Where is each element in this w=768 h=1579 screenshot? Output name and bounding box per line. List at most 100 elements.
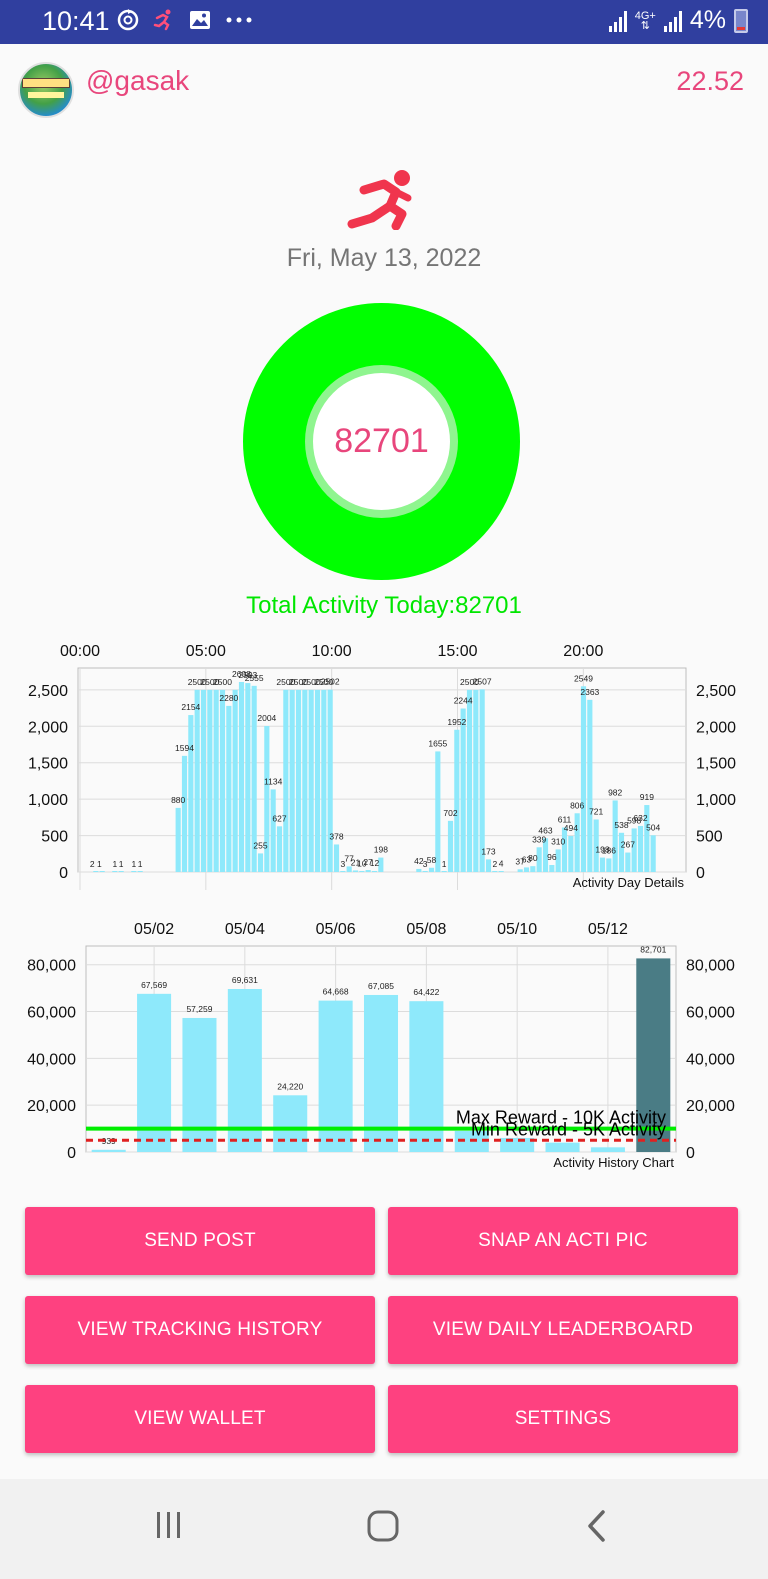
data-label: 538 bbox=[614, 820, 628, 830]
bar bbox=[590, 1147, 625, 1152]
data-label: 982 bbox=[608, 787, 622, 797]
bar bbox=[441, 871, 447, 872]
recent-apps-icon[interactable] bbox=[154, 1509, 184, 1548]
data-label: 2004 bbox=[257, 713, 276, 723]
bar bbox=[371, 871, 378, 872]
bar bbox=[606, 858, 612, 872]
data-label: 880 bbox=[171, 795, 185, 805]
data-label: 2500 bbox=[276, 677, 295, 687]
bar bbox=[644, 805, 650, 872]
bar bbox=[479, 689, 485, 872]
data-label: 2280 bbox=[219, 693, 238, 703]
data-label: 1655 bbox=[428, 738, 447, 748]
bar bbox=[314, 689, 321, 872]
bar bbox=[93, 871, 99, 872]
data-label: 2500 bbox=[200, 677, 219, 687]
y-tick-label-right: 0 bbox=[686, 1145, 695, 1162]
min-reward-label: Min Reward - 5K Activity bbox=[471, 1119, 666, 1139]
bar bbox=[625, 852, 631, 872]
data-label: 58 bbox=[427, 855, 437, 865]
date-label: Fri, May 13, 2022 bbox=[286, 244, 482, 272]
bar bbox=[618, 832, 625, 872]
data-label: 2500 bbox=[314, 677, 333, 687]
bar bbox=[485, 859, 492, 872]
bar bbox=[327, 689, 333, 872]
data-label: 24,220 bbox=[277, 1081, 303, 1091]
y-tick-label: 60,000 bbox=[27, 1005, 76, 1022]
y-tick-label: 2,500 bbox=[28, 683, 68, 700]
bar bbox=[137, 871, 143, 872]
bar bbox=[363, 994, 399, 1152]
bar bbox=[435, 751, 441, 872]
data-label: 2154 bbox=[181, 702, 200, 712]
y-tick-label-right: 20,000 bbox=[686, 1098, 735, 1115]
bar bbox=[530, 866, 536, 872]
data-label: 806 bbox=[570, 800, 584, 810]
bar bbox=[232, 689, 238, 872]
bar bbox=[498, 871, 504, 872]
bar bbox=[340, 871, 346, 872]
y-tick-label-right: 0 bbox=[696, 865, 705, 882]
data-label: 80 bbox=[528, 853, 538, 863]
bar bbox=[112, 871, 118, 872]
activity-history-chart: 0 0 20,000 20,000 40,000 40,000 60,000 60,000 80… bbox=[27, 921, 735, 1170]
snap-acti-pic-button[interactable]: SNAP AN ACTI PIC bbox=[388, 1207, 738, 1275]
view-wallet-button[interactable]: VIEW WALLET bbox=[25, 1385, 375, 1453]
bar bbox=[200, 689, 207, 872]
bar bbox=[118, 871, 124, 872]
bar bbox=[99, 871, 105, 872]
activity-ring: 82701 bbox=[243, 303, 520, 580]
x-tick-label: 05:00 bbox=[186, 643, 226, 660]
data-label: 1952 bbox=[447, 717, 466, 727]
data-label: 198 bbox=[595, 845, 609, 855]
settings-button[interactable]: SETTINGS bbox=[388, 1385, 738, 1453]
bar bbox=[283, 689, 289, 872]
bar bbox=[555, 849, 561, 872]
data-label: 504 bbox=[646, 822, 660, 832]
data-label: 611 bbox=[558, 814, 572, 824]
bar bbox=[131, 871, 137, 872]
x-tick-label: 15:00 bbox=[437, 643, 477, 660]
data-label: 27 bbox=[363, 857, 373, 867]
data-label: 339 bbox=[532, 834, 546, 844]
total-activity-label: Total Activity Today:82701 bbox=[246, 592, 522, 619]
bar bbox=[422, 871, 428, 872]
network-type: 4G+ ⇅ bbox=[634, 9, 656, 32]
bar bbox=[593, 819, 599, 872]
back-icon[interactable] bbox=[582, 1509, 612, 1548]
y-tick-label: 1,500 bbox=[28, 756, 68, 773]
y-tick-label: 20,000 bbox=[27, 1098, 76, 1115]
data-label: 2507 bbox=[473, 676, 492, 686]
y-tick-label-right: 2,000 bbox=[696, 719, 736, 736]
max-reward-label: Max Reward - 10K Activity bbox=[456, 1108, 666, 1128]
bar bbox=[295, 689, 302, 872]
home-icon[interactable] bbox=[366, 1509, 400, 1548]
view-tracking-history-button[interactable]: VIEW TRACKING HISTORY bbox=[25, 1296, 375, 1364]
data-label: 63 bbox=[522, 854, 532, 864]
bar bbox=[308, 689, 314, 872]
y-tick-label-right: 2,500 bbox=[696, 683, 736, 700]
bar bbox=[321, 689, 327, 872]
data-label: 69,631 bbox=[232, 975, 258, 985]
runner-icon bbox=[346, 168, 418, 231]
data-label: 1 bbox=[442, 859, 447, 869]
avatar[interactable] bbox=[18, 62, 74, 118]
bar bbox=[181, 755, 188, 872]
data-label: 3 bbox=[423, 859, 428, 869]
battery-icon bbox=[734, 8, 748, 33]
view-daily-leaderboard-button[interactable]: VIEW DAILY LEADERBOARD bbox=[388, 1296, 738, 1364]
data-label: 186 bbox=[602, 845, 616, 855]
activity-day-chart: 0 0 500 500 1,000 1,000 1,500 1,500 2,000 2,000 2,… bbox=[28, 643, 736, 890]
x-tick-label: 05/02 bbox=[134, 921, 174, 938]
data-label: 2549 bbox=[574, 673, 593, 683]
data-label: 463 bbox=[538, 825, 552, 835]
bar bbox=[238, 681, 245, 872]
send-post-button[interactable]: SEND POST bbox=[25, 1207, 375, 1275]
profile-header: @gasak 22.52 bbox=[18, 62, 750, 120]
data-label: 494 bbox=[564, 823, 578, 833]
data-label: 721 bbox=[589, 806, 603, 816]
data-label: 64,422 bbox=[413, 987, 439, 997]
bar bbox=[194, 689, 200, 872]
data-label: 1 bbox=[112, 859, 117, 869]
bar bbox=[545, 1142, 580, 1152]
